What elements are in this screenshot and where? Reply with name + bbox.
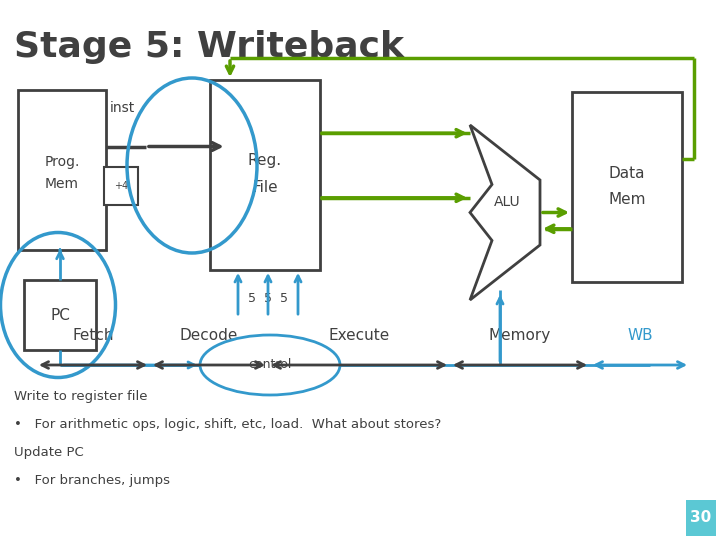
Text: PC: PC	[50, 307, 70, 322]
Text: Update PC: Update PC	[14, 446, 84, 459]
Text: Mem: Mem	[608, 192, 646, 206]
Text: Fetch: Fetch	[72, 328, 114, 343]
Text: Memory: Memory	[489, 328, 551, 343]
Bar	[686, 500, 716, 536]
Text: ALU: ALU	[494, 195, 521, 210]
Text: control: control	[248, 359, 292, 372]
Text: Write to register file: Write to register file	[14, 390, 148, 403]
Text: Stage 5: Writeback: Stage 5: Writeback	[14, 30, 404, 64]
Polygon shape	[470, 125, 540, 300]
Bar	[18, 90, 106, 250]
Bar	[104, 167, 138, 205]
Text: Reg.: Reg.	[248, 153, 282, 168]
Text: File: File	[252, 179, 278, 194]
Text: +4: +4	[114, 181, 128, 191]
Text: Decode: Decode	[180, 328, 238, 343]
Bar	[572, 92, 682, 282]
Text: 5  5  5: 5 5 5	[248, 292, 288, 305]
Text: Data: Data	[608, 165, 645, 180]
Text: Execute: Execute	[328, 328, 390, 343]
Text: •   For arithmetic ops, logic, shift, etc, load.  What about stores?: • For arithmetic ops, logic, shift, etc,…	[14, 418, 441, 431]
Text: WB: WB	[627, 328, 653, 343]
Text: Mem: Mem	[45, 177, 79, 191]
Bar	[210, 80, 320, 270]
Text: 30: 30	[690, 510, 711, 525]
Bar	[24, 280, 96, 350]
Text: •   For branches, jumps: • For branches, jumps	[14, 474, 170, 487]
Text: Prog.: Prog.	[45, 155, 80, 169]
Text: inst: inst	[110, 101, 135, 115]
